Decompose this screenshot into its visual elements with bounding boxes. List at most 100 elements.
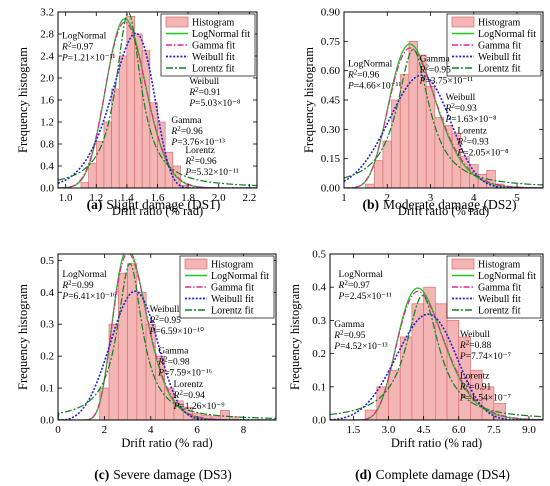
caption-text: Severe damage (DS3) <box>113 467 231 482</box>
x-tick-label: 3 <box>428 192 434 204</box>
y-tick-label: 0.4 <box>312 282 326 294</box>
legend-swatch-histogram <box>184 258 208 270</box>
histogram-bar <box>149 102 158 189</box>
y-tick-label: 0.4 <box>40 287 54 299</box>
x-axis-label: Drift ratio (% rad) <box>112 204 203 218</box>
weibull-fit-curve <box>344 74 543 188</box>
p-equals: = <box>177 138 182 148</box>
r2-superscript: 2 <box>68 40 72 48</box>
histogram-bar <box>219 410 230 421</box>
y-tick-label: 0.2 <box>312 348 326 360</box>
legend-label: Weibull fit <box>211 294 254 305</box>
p-value: 6.59×10⁻¹⁰ <box>161 326 204 337</box>
p-value: 1.54×10⁻⁷ <box>471 394 511 404</box>
legend-label: Gamma fit <box>192 41 235 52</box>
y-tick-label: 0.75 <box>321 36 341 48</box>
r2-superscript: 2 <box>155 314 159 322</box>
r2-superscript: 2 <box>179 389 183 397</box>
p-value: 3.76×10⁻¹³ <box>183 138 225 148</box>
caption-letter: (d) <box>355 467 372 482</box>
r2-value: 0.97 <box>77 42 94 52</box>
p-equals: = <box>340 342 345 352</box>
annotation-name: Lorentz <box>185 146 215 156</box>
x-tick-label: 3.0 <box>382 424 396 436</box>
histogram-bar <box>408 40 418 189</box>
r2-value: 0.95 <box>434 65 451 75</box>
panel-caption: (c) Severe damage (DS3) <box>94 467 231 482</box>
p-symbol: P <box>444 115 451 125</box>
annotation-name: Lorentz <box>460 372 490 382</box>
p-equals: = <box>466 352 471 362</box>
r2-symbol: R <box>459 383 466 393</box>
annotation-p: P=6.41×10⁻¹⁶ <box>61 292 116 302</box>
annotation-r2: R2=0.93 <box>456 135 489 147</box>
legend-label: Histogram <box>192 18 234 29</box>
annotation-r2: R2=0.91 <box>188 86 221 98</box>
annotation-p: P=1.26×10⁻⁹ <box>173 402 226 412</box>
annotation-name: LogNormal <box>62 31 107 41</box>
x-axis-label: Drift ratio (% rad) <box>121 436 212 450</box>
x-tick-label: 1.6 <box>151 192 165 204</box>
r2-symbol: R <box>157 358 164 368</box>
p-value: 5.32×10⁻¹¹ <box>197 168 239 178</box>
y-tick-label: 1.2 <box>40 117 54 129</box>
annotation-r2: R2=0.95 <box>419 63 452 75</box>
r2-symbol: R <box>459 341 466 351</box>
annotation-p: P=7.74×10⁻⁷ <box>459 352 511 362</box>
x-tick-label: 2.0 <box>212 192 226 204</box>
legend-swatch-histogram <box>451 16 475 28</box>
p-value: 4.52×10⁻¹³ <box>345 342 387 352</box>
r2-equals: = <box>159 316 164 326</box>
r2-value: 0.94 <box>188 391 205 401</box>
x-tick-label: 7.5 <box>487 424 501 436</box>
p-value: 2.05×10⁻⁸ <box>469 148 509 158</box>
histogram-bar <box>136 291 147 421</box>
x-tick-label: 1 <box>341 192 347 204</box>
legend-label: Gamma fit <box>478 283 521 294</box>
gamma-fit-curve <box>344 47 543 188</box>
r2-superscript: 2 <box>164 356 168 364</box>
x-tick-label: 6.0 <box>452 424 466 436</box>
legend-label: Weibull fit <box>478 52 521 63</box>
x-tick-label: 4 <box>471 192 477 204</box>
r2-value: 0.95 <box>349 331 366 341</box>
histogram-bar <box>423 286 436 421</box>
lorentz-fit-curve <box>330 295 543 418</box>
panel-c: 0 2 4 6 8 0.0 0.1 0.2 0.3 0.4 0.5 Drift ratio (% ra… <box>16 253 277 482</box>
legend-swatch-histogram <box>165 16 189 28</box>
p-equals: = <box>451 115 456 125</box>
y-tick-label: 2.0 <box>40 73 54 85</box>
annotation-r2: R2=0.94 <box>173 389 206 401</box>
annotation-name: Weibull <box>445 93 475 103</box>
lorentz-fit-curve <box>58 12 257 187</box>
histogram-bar <box>391 99 401 189</box>
r2-equals: = <box>71 42 76 52</box>
p-symbol: P <box>157 369 164 379</box>
panel-a: 1.0 1.2 1.4 1.6 1.8 2.0 2.2 0.0 0.4 0.8 1.2 1.6 2.0 2… <box>16 7 258 218</box>
annotation-name: LogNormal <box>348 60 393 70</box>
p-symbol: P <box>173 402 180 412</box>
r2-equals: = <box>469 383 474 393</box>
legend-label: LogNormal fit <box>192 29 250 40</box>
legend-label: Gamma fit <box>211 283 254 294</box>
legend-label: Histogram <box>478 260 520 271</box>
r2-value: 0.98 <box>173 358 190 368</box>
annotation-name: LogNormal <box>339 270 384 280</box>
legend-label: Lorentz fit <box>478 64 521 75</box>
legend-label: Weibull fit <box>192 52 235 63</box>
x-tick-label: 9.0 <box>522 424 536 436</box>
r2-superscript: 2 <box>466 339 470 347</box>
panel-b: 1 2 3 4 5 0.00 0.15 0.30 0.45 0.60 0.75 0.90 Drift r… <box>302 7 544 218</box>
annotation-r2: R2=0.96 <box>170 125 203 137</box>
y-tick-label: 0.45 <box>321 95 341 107</box>
